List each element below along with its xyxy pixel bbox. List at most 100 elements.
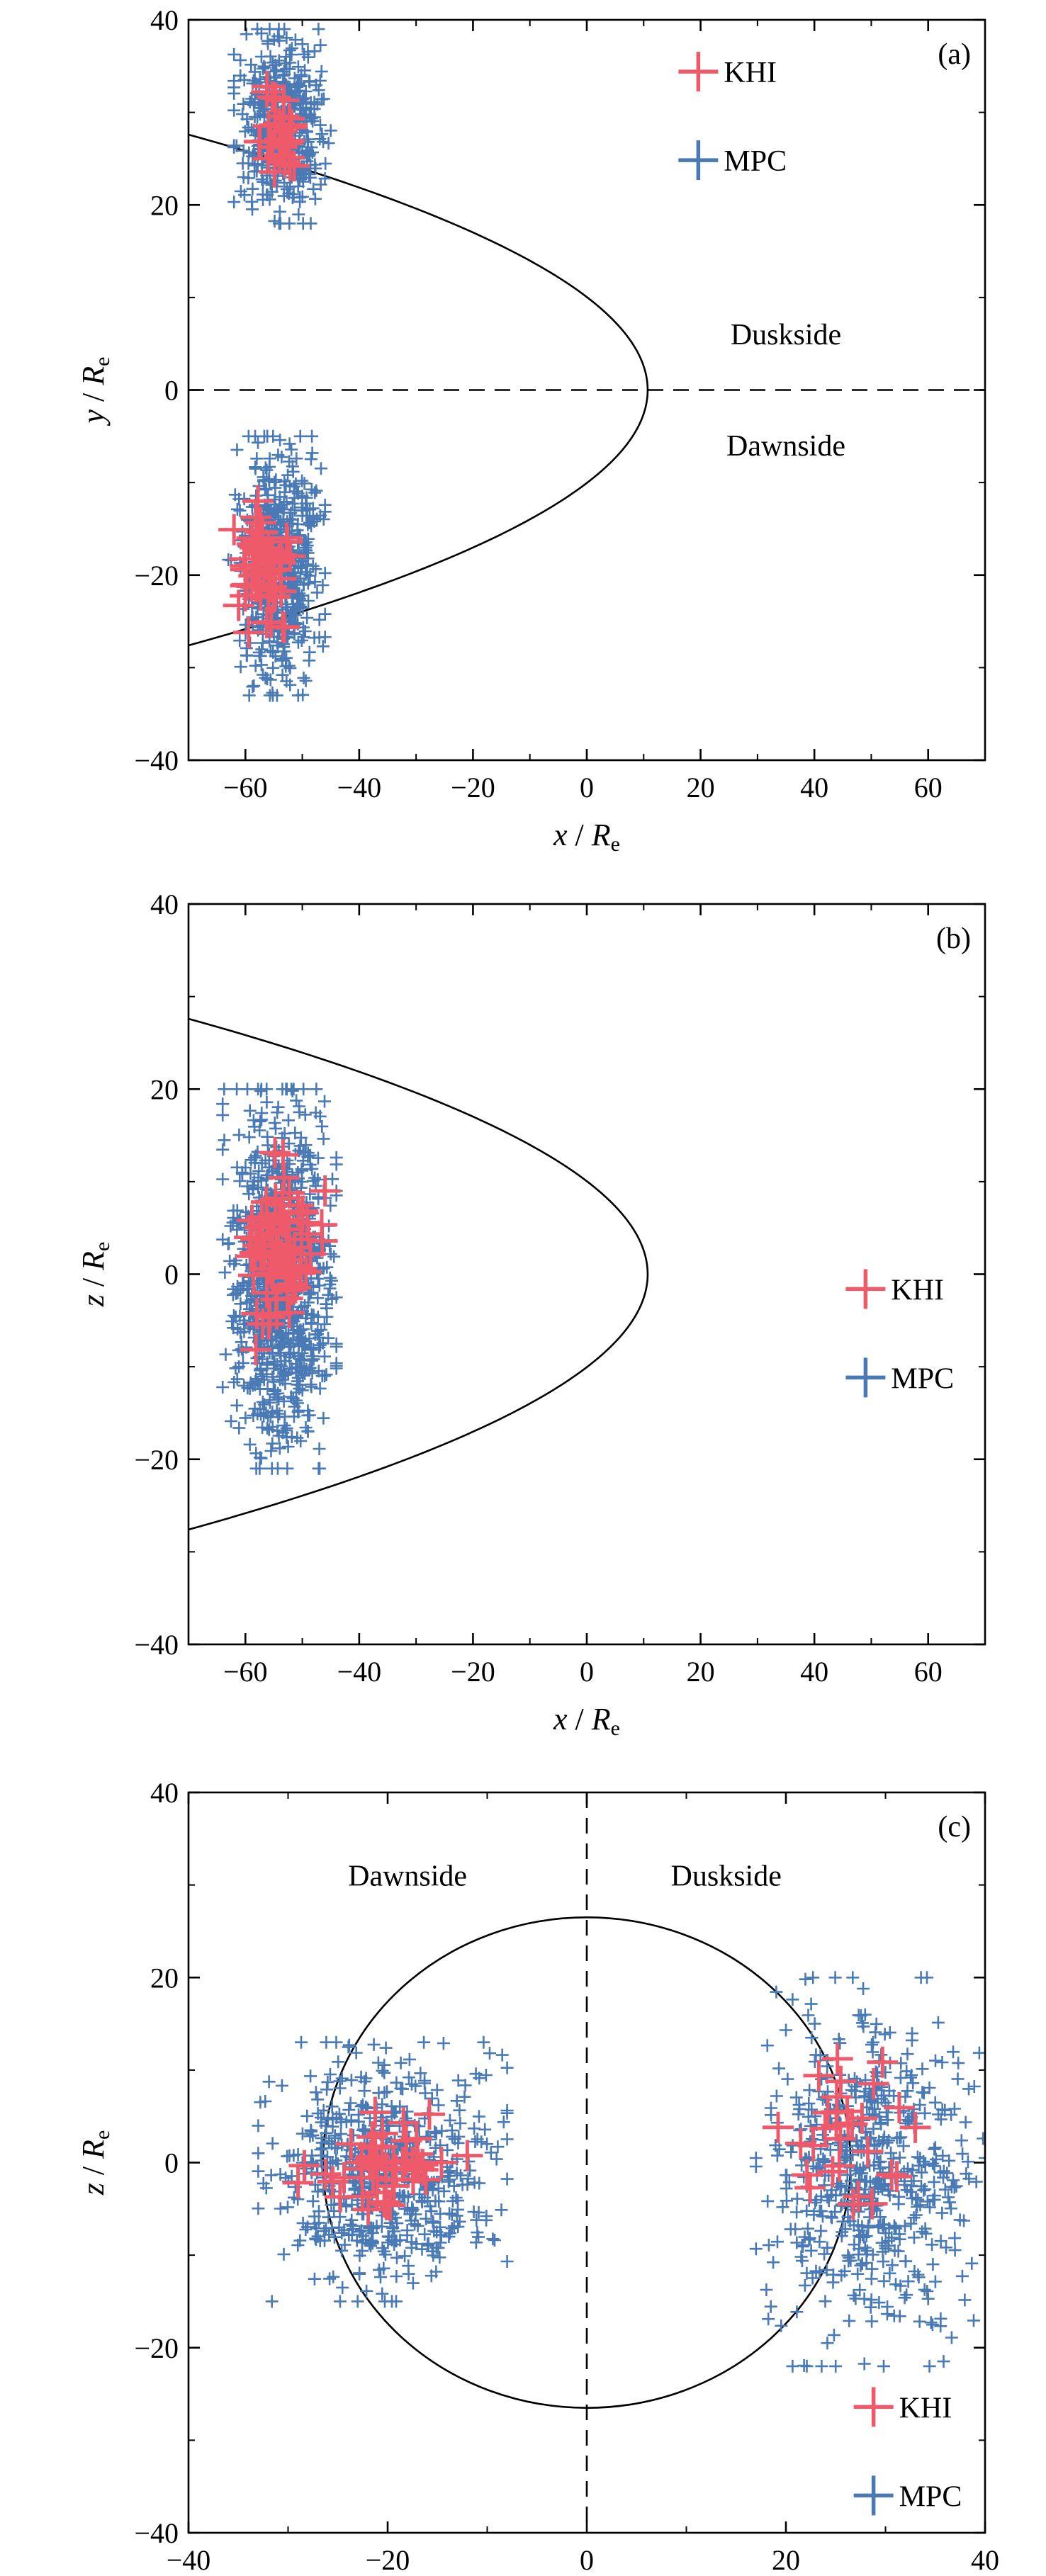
mpc-point: [295, 1353, 308, 1367]
khi-point: [288, 2150, 320, 2181]
mpc-point: [281, 1440, 295, 1453]
khi-point: [252, 1209, 283, 1241]
plot-area: [189, 1017, 649, 1531]
mpc-point: [272, 1340, 286, 1353]
mpc-point: [318, 607, 332, 621]
mpc-point: [233, 504, 247, 517]
mpc-point: [320, 1368, 333, 1382]
mpc-point: [923, 2201, 936, 2214]
khi-point: [328, 2162, 360, 2193]
mpc-point: [938, 2183, 952, 2196]
mpc-point: [898, 2220, 911, 2233]
legend-marker-khi: [845, 1269, 886, 1309]
mpc-point: [318, 172, 332, 186]
mpc-point: [272, 217, 286, 230]
mpc-point: [312, 84, 325, 97]
mpc-point: [320, 2222, 332, 2235]
mpc-point: [888, 2244, 901, 2257]
mpc-point: [237, 144, 250, 157]
mpc-point: [886, 2259, 899, 2272]
mpc-point: [254, 2096, 267, 2109]
mpc-point: [854, 2259, 867, 2272]
mpc-point: [869, 2026, 882, 2039]
mpc-point: [227, 103, 241, 117]
mpc-point: [394, 2056, 407, 2069]
panel-label: (a): [938, 38, 971, 71]
mpc-point: [262, 2075, 276, 2089]
mpc-point: [790, 2305, 804, 2319]
mpc-point: [274, 434, 287, 447]
y-axis-label: z / Re: [76, 1242, 114, 1308]
khi-point: [797, 2130, 829, 2162]
mpc-point: [352, 2115, 366, 2128]
mpc-point: [293, 1331, 307, 1344]
khi-point: [267, 1204, 299, 1236]
mpc-point: [297, 671, 310, 684]
mpc-point: [406, 2276, 420, 2290]
mpc-point: [911, 2193, 925, 2206]
mpc-point: [271, 639, 284, 653]
mpc-point: [806, 1971, 820, 1984]
mpc-point: [786, 2359, 799, 2373]
mpc-point: [317, 512, 330, 526]
khi-point: [426, 2147, 457, 2179]
mpc-point: [843, 2314, 856, 2327]
mpc-point: [280, 674, 293, 688]
mpc-point: [904, 2071, 917, 2084]
mpc-point: [333, 2295, 347, 2308]
mpc-point: [364, 2239, 378, 2253]
khi-point: [232, 616, 264, 648]
mpc-point: [257, 175, 270, 188]
mpc-point: [282, 1114, 295, 1127]
mpc-point: [332, 2055, 345, 2069]
mpc-point: [865, 2038, 878, 2052]
mpc-point: [448, 2132, 461, 2146]
mpc-point: [218, 1083, 231, 1096]
mpc-point: [275, 2079, 288, 2092]
mpc-point: [311, 2185, 325, 2198]
mpc-point: [285, 2169, 298, 2183]
mpc-point: [296, 1333, 309, 1346]
mpc-point: [293, 1378, 307, 1391]
mpc-point: [469, 2236, 483, 2249]
mpc-point: [267, 33, 281, 46]
mpc-point: [309, 2232, 322, 2245]
mpc-point: [296, 1146, 310, 1159]
mpc-point: [423, 2200, 437, 2213]
mpc-point: [907, 2231, 921, 2244]
mpc-point: [414, 2067, 427, 2080]
mpc-point: [275, 451, 288, 464]
y-tick-label: −20: [134, 1444, 179, 1476]
mpc-point: [291, 1431, 304, 1445]
mpc-point: [308, 486, 322, 499]
mpc-point: [308, 2178, 322, 2191]
mpc-point: [305, 112, 318, 125]
mpc-point: [918, 2106, 931, 2120]
mpc-point: [853, 2242, 866, 2256]
mpc-point: [243, 1437, 257, 1451]
y-tick-label: 40: [150, 4, 179, 36]
mpc-point: [371, 2056, 385, 2069]
mpc-point: [847, 2288, 860, 2302]
mpc-point: [945, 2331, 958, 2344]
mpc-point: [279, 478, 293, 492]
series-khi: [234, 1136, 341, 1366]
mpc-point: [266, 2137, 279, 2150]
mpc-point: [305, 482, 318, 496]
mpc-point: [298, 47, 311, 61]
mpc-point: [261, 672, 274, 686]
khi-point: [791, 2159, 823, 2191]
mpc-point: [420, 2212, 433, 2225]
mpc-point: [951, 2072, 965, 2086]
mpc-point: [342, 2103, 356, 2117]
mpc-point: [318, 566, 332, 580]
mpc-point: [299, 2223, 313, 2236]
y-tick-label: −40: [134, 1629, 179, 1661]
mpc-point: [913, 2098, 926, 2111]
mpc-point: [875, 2180, 888, 2193]
mpc-point: [765, 2108, 777, 2122]
mpc-point: [287, 480, 300, 493]
mpc-point: [889, 2222, 903, 2235]
y-tick-label: −20: [134, 560, 179, 592]
khi-point: [843, 2181, 875, 2213]
